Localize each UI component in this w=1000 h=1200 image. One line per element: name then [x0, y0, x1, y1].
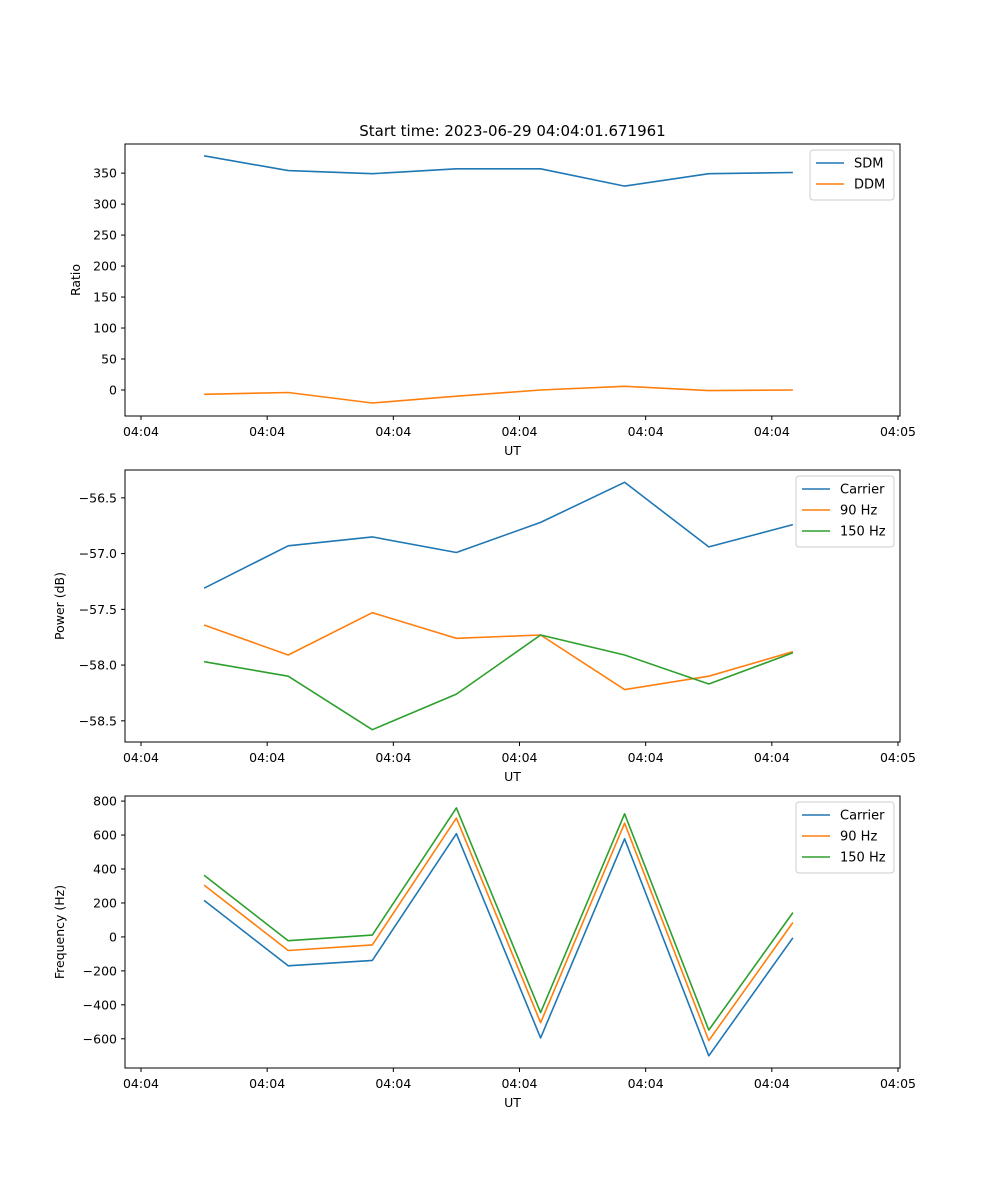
y-tick-label: 250	[93, 228, 117, 243]
axes-frame	[124, 795, 901, 1069]
legend-label: SDM	[854, 157, 883, 172]
x-axis-label: UT	[504, 769, 521, 784]
y-tick-label: 400	[93, 862, 117, 877]
x-tick-label: 04:04	[123, 1076, 159, 1091]
y-axis-label: Frequency (Hz)	[52, 885, 67, 979]
y-tick-label: −400	[83, 997, 117, 1012]
y-tick-label: −58.5	[79, 713, 117, 728]
series-line-ddm	[204, 385, 793, 404]
x-tick-label: 04:04	[628, 1076, 664, 1091]
legend-label: Carrier	[840, 809, 885, 824]
x-tick-label: 04:04	[249, 424, 285, 439]
y-tick-label: −58.0	[79, 658, 117, 673]
series-line-sdm	[203, 155, 793, 187]
y-tick-label: 200	[93, 259, 117, 274]
y-tick-label: 200	[93, 895, 117, 910]
y-tick-label: 300	[93, 197, 117, 212]
series-line-carrier	[203, 481, 794, 589]
x-axis-label: UT	[504, 443, 521, 458]
y-tick-label: 0	[109, 929, 117, 944]
x-tick-label: 04:04	[754, 1076, 790, 1091]
y-tick-label: 350	[93, 166, 117, 181]
figure-title: Start time: 2023-06-29 04:04:01.671961	[359, 122, 665, 140]
axes-frame	[124, 143, 901, 417]
y-axis-label: Power (dB)	[52, 572, 67, 640]
x-tick-label: 04:04	[375, 1076, 411, 1091]
x-tick-label: 04:04	[249, 1076, 285, 1091]
legend-label: DDM	[854, 178, 885, 193]
y-tick-label: 800	[93, 794, 117, 809]
legend-label: 150 Hz	[840, 851, 886, 866]
legend-label: 90 Hz	[840, 830, 877, 845]
x-tick-label: 04:04	[375, 750, 411, 765]
legend-box	[795, 475, 895, 548]
panel-1: 04:04 04:04 04:04 04:04 04:04 04:04 04:05 0 50 10…	[68, 143, 916, 458]
series-line-150-hz	[203, 807, 794, 1031]
panels: 04:04 04:04 04:04 04:04 04:04 04:04 04:05 0 50 10…	[52, 143, 916, 1110]
x-tick-label: 04:04	[375, 424, 411, 439]
legend: SDM DDM	[809, 149, 895, 201]
x-tick-label: 04:04	[628, 424, 664, 439]
legend-label: 150 Hz	[840, 525, 886, 540]
panel-2: 04:04 04:04 04:04 04:04 04:04 04:04 04:05 −58.5…	[52, 469, 916, 784]
y-tick-label: 600	[93, 828, 117, 843]
legend-label: 90 Hz	[840, 504, 877, 519]
legend-label: Carrier	[840, 483, 885, 498]
x-tick-label: 04:04	[123, 424, 159, 439]
x-tick-label: 04:04	[501, 424, 537, 439]
x-tick-label: 04:04	[628, 750, 664, 765]
series-line-90-hz	[203, 817, 794, 1042]
y-tick-label: 50	[101, 351, 117, 366]
axes-frame	[124, 469, 901, 743]
series-line-150-hz	[203, 634, 794, 731]
y-tick-label: −56.5	[79, 490, 117, 505]
x-tick-label: 04:05	[880, 750, 916, 765]
x-tick-label: 04:05	[880, 424, 916, 439]
y-tick-label: −200	[83, 963, 117, 978]
x-tick-label: 04:04	[123, 750, 159, 765]
y-tick-label: 150	[93, 290, 117, 305]
x-tick-label: 04:04	[501, 750, 537, 765]
y-tick-label: 0	[109, 382, 117, 397]
legend: Carrier 90 Hz 150 Hz	[795, 801, 895, 874]
x-tick-label: 04:04	[501, 1076, 537, 1091]
y-tick-label: 100	[93, 321, 117, 336]
y-tick-label: −600	[83, 1031, 117, 1046]
series-line-carrier	[203, 832, 794, 1057]
x-tick-label: 04:05	[880, 1076, 916, 1091]
y-axis-label: Ratio	[68, 264, 83, 296]
y-tick-label: −57.0	[79, 546, 117, 561]
x-tick-label: 04:04	[754, 750, 790, 765]
legend: Carrier 90 Hz 150 Hz	[795, 475, 895, 548]
x-tick-label: 04:04	[754, 424, 790, 439]
y-tick-label: −57.5	[79, 602, 117, 617]
x-tick-label: 04:04	[249, 750, 285, 765]
legend-box	[795, 801, 895, 874]
x-axis-label: UT	[504, 1095, 521, 1110]
panel-3: 04:04 04:04 04:04 04:04 04:04 04:04 04:05 −600 −…	[52, 794, 916, 1110]
